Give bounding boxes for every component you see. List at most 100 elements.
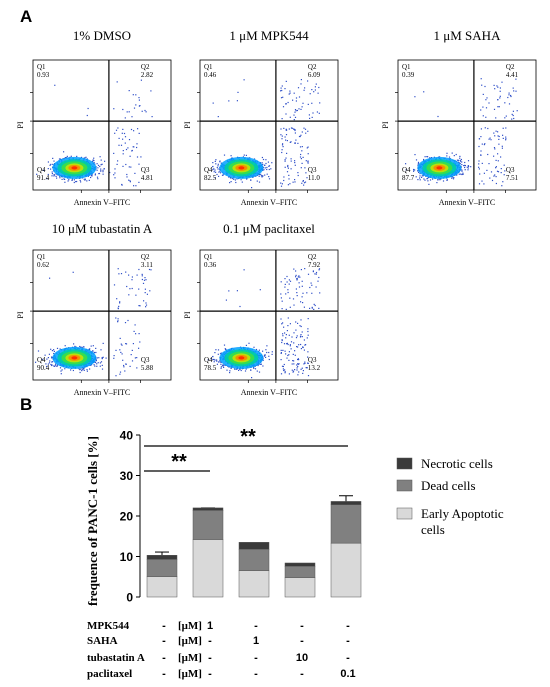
- flow-frame: [199, 59, 339, 191]
- q2-label: Q2: [141, 63, 150, 71]
- flow-density: [219, 156, 264, 179]
- q3-value: 7.51: [506, 174, 519, 182]
- y-tick-label-40: 40: [120, 429, 134, 443]
- y-axis-label: frequence of PANC-1 cells [%]: [85, 436, 100, 606]
- panel-label-b: B: [20, 395, 32, 414]
- y-tick-label-0: 0: [126, 591, 133, 605]
- y-tick-label-30: 30: [120, 469, 134, 483]
- q1-label: Q1: [37, 63, 46, 71]
- flow-ylabel: PI: [16, 311, 25, 318]
- flow-xlabel: Annexin V–FITC: [74, 198, 131, 207]
- panel-label-a: A: [20, 7, 32, 26]
- q2-value: 4.41: [506, 71, 519, 79]
- q4-label: Q4: [204, 166, 213, 174]
- q1-label: Q1: [402, 63, 411, 71]
- bar-4-series-1: [284, 577, 316, 598]
- q2-label: Q2: [141, 253, 150, 261]
- q1-value: 0.36: [204, 261, 217, 269]
- row-unit-3: [μM]: [178, 652, 202, 664]
- q1-value: 0.93: [37, 71, 50, 79]
- legend-swatch-1: [396, 457, 413, 470]
- bar-3-series-2: [238, 548, 270, 571]
- flow-xlabel: Annexin V–FITC: [74, 388, 131, 397]
- q1-label: Q1: [37, 253, 46, 261]
- q4-label: Q4: [204, 356, 213, 364]
- flow-xlabel: Annexin V–FITC: [439, 198, 496, 207]
- q3-value: 13.2: [308, 364, 321, 372]
- q3-label: Q3: [141, 166, 150, 174]
- flow-density: [52, 156, 97, 179]
- q1-label: Q1: [204, 63, 213, 71]
- q3-value: 4.81: [141, 174, 154, 182]
- q4-label: Q4: [37, 356, 46, 364]
- flow-ylabel: PI: [16, 121, 25, 128]
- q2-label: Q2: [308, 253, 317, 261]
- row-unit-2: [μM]: [178, 635, 202, 647]
- row-name-3: tubastatin A: [87, 652, 145, 664]
- flow-xlabel: Annexin V–FITC: [241, 198, 298, 207]
- q2-value: 6.09: [308, 71, 321, 79]
- legend-swatch-2: [396, 479, 413, 492]
- bar-2-series-2: [192, 510, 224, 540]
- q2-value: 3.11: [141, 261, 153, 269]
- q2-value: 2.82: [141, 71, 154, 79]
- q2-label: Q2: [506, 63, 515, 71]
- bar-4-series-3: [284, 562, 316, 567]
- cell-2-4: -: [300, 635, 304, 647]
- q3-label: Q3: [308, 356, 317, 364]
- cell-3-3: -: [254, 652, 258, 664]
- flow-ylabel: PI: [183, 121, 192, 128]
- bar-chart: 0 10 20 30 40 frequence of PANC-1 cells [%] **…: [85, 426, 504, 606]
- bar-5-series-1: [330, 542, 362, 598]
- q3-value: 11.0: [308, 174, 320, 182]
- q2-value: 7.92: [308, 261, 321, 269]
- bar-3-series-3: [238, 542, 270, 550]
- q3-label: Q3: [141, 356, 150, 364]
- row-name-2: SAHA: [87, 635, 118, 647]
- row-name-1: MPK544: [87, 620, 130, 632]
- legend-swatch-3: [396, 507, 413, 520]
- flow-panel-title: 1 μM MPK544: [229, 28, 309, 43]
- cell-4-2: -: [208, 668, 212, 680]
- flow-panel-title: 1 μM SAHA: [434, 28, 502, 43]
- q4-value: 78.5: [204, 364, 217, 372]
- q4-value: 91.4: [37, 174, 50, 182]
- cell-4-5: 0.1: [340, 668, 355, 680]
- row-name-4: paclitaxel: [87, 668, 132, 680]
- flow-density: [417, 156, 462, 179]
- cell-3-2: -: [208, 652, 212, 664]
- row-unit-4: [μM]: [178, 668, 202, 680]
- legend-label-3: Early Apoptotic cells: [421, 506, 504, 537]
- cell-2-2: -: [208, 635, 212, 647]
- flow-panel-title: 0.1 μM paclitaxel: [223, 221, 315, 236]
- row-unit-1: [μM]: [178, 620, 202, 632]
- cell-4-1: -: [162, 668, 166, 680]
- flow-frame: [397, 59, 537, 191]
- flow-ylabel: PI: [381, 121, 390, 128]
- cell-3-1: -: [162, 652, 166, 664]
- cell-3-4: 10: [296, 652, 308, 664]
- bar-1-series-2: [146, 559, 178, 578]
- flow-density: [219, 346, 264, 369]
- flow-frame: [32, 249, 172, 381]
- legend-label-2: Dead cells: [421, 478, 476, 493]
- q4-value: 82.5: [204, 174, 217, 182]
- q1-value: 0.39: [402, 71, 415, 79]
- flow-xlabel: Annexin V–FITC: [241, 388, 298, 397]
- flow-frame: [32, 59, 172, 191]
- flow-panel-title: 1% DMSO: [73, 28, 131, 43]
- bar-1-series-3: [146, 555, 178, 560]
- y-tick-label-20: 20: [120, 510, 134, 524]
- flow-density: [52, 346, 97, 369]
- cell-2-5: -: [346, 635, 350, 647]
- q2-label: Q2: [308, 63, 317, 71]
- cell-3-5: -: [346, 652, 350, 664]
- q3-label: Q3: [506, 166, 515, 174]
- cell-1-4: -: [300, 620, 304, 632]
- q1-label: Q1: [204, 253, 213, 261]
- bar-1-series-1: [146, 576, 178, 598]
